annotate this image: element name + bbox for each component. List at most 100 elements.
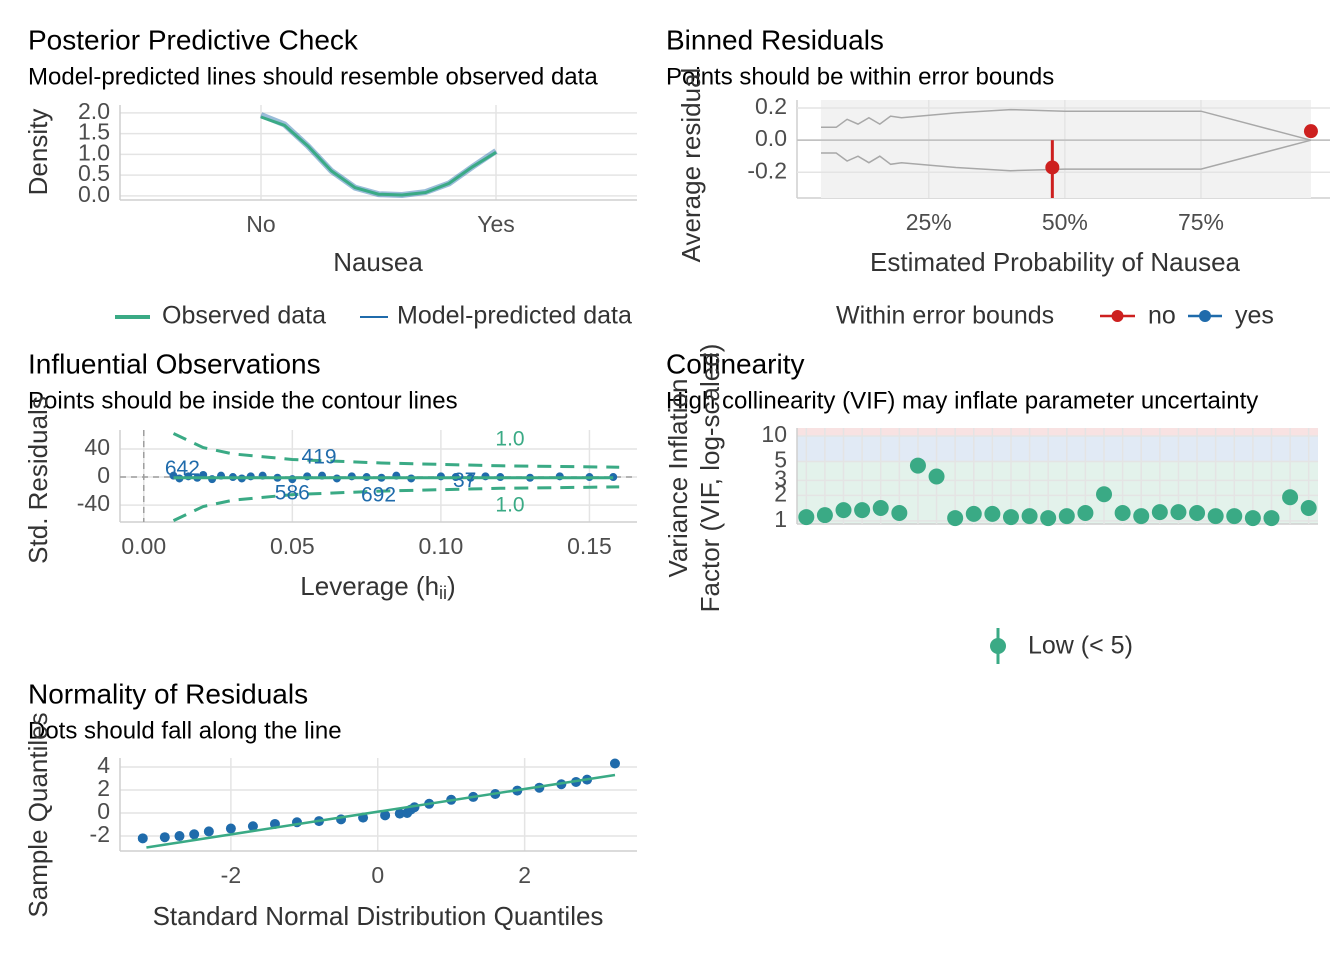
qq-point: [189, 829, 200, 840]
legend-label: Observed data: [162, 302, 326, 330]
legend-label: no: [1148, 302, 1176, 330]
x-tick-label: 0.15: [567, 533, 612, 559]
x-tick-label: -2: [221, 862, 241, 888]
y-tick-label: 0.0: [78, 181, 110, 207]
error-bound: [821, 139, 1312, 172]
y-tick-label: 5: [774, 447, 787, 473]
x-axis-label-part: ii: [439, 583, 447, 603]
vif-band: [797, 428, 1318, 436]
panel: 400-40 0.00 0.05 0.10 0.15 Influential Observ…: [23, 348, 637, 603]
y-tick-label: 10: [761, 421, 787, 447]
legend-swatch-dot: [1199, 310, 1211, 322]
legend-label: yes: [1235, 302, 1274, 330]
error-bound: [821, 108, 1312, 141]
vif-point: [984, 505, 1001, 522]
contour-label: 1.0: [495, 494, 524, 517]
bounds-band: [820, 100, 1311, 198]
y-tick-label: 40: [84, 434, 110, 460]
y-tick-label: 2: [97, 775, 110, 801]
legend-label: Model-predicted data: [397, 302, 632, 330]
y-tick-label: 1.0: [78, 139, 110, 165]
x-tick-label: 50%: [1042, 209, 1088, 235]
vif-point: [816, 507, 833, 524]
x-tick-label: 0.10: [419, 533, 464, 559]
y-axis-label: Variance Inflation: [663, 379, 693, 578]
vif-point: [909, 457, 926, 474]
residual-point: [1045, 160, 1060, 175]
cook-contour: [172, 432, 620, 469]
y-tick-label: 3: [774, 465, 787, 491]
legend-swatch-dot: [1111, 310, 1124, 322]
x-tick-label: 75%: [1178, 209, 1224, 235]
vif-point: [1282, 489, 1299, 506]
panel: 0.2 0.0 -0.2 25% 50% 75% Binned Residuals Point…: [666, 24, 1330, 330]
y-tick-label: 0: [97, 462, 110, 488]
panel-subtitle: Dots should fall along the line: [28, 717, 342, 744]
panel-title: Collinearity: [666, 348, 805, 379]
vif-point: [1189, 504, 1206, 521]
x-tick-label: 0.05: [270, 533, 315, 559]
y-tick-label: -2: [90, 821, 110, 847]
y-tick-label: 1: [774, 506, 787, 532]
legend-title: Within error bounds: [836, 302, 1054, 330]
x-axis-label-part: ): [447, 571, 456, 601]
y-tick-label: 4: [97, 752, 110, 778]
vif-band: [797, 435, 1318, 462]
y-axis-label: Factor (VIF, log-scaled): [695, 344, 725, 613]
vif-point: [1244, 510, 1261, 527]
point-label: 642: [165, 457, 200, 480]
cook-contour: [172, 485, 620, 522]
vif-point: [1170, 504, 1187, 521]
y-axis-label: Average residual: [676, 68, 706, 263]
y-tick-label: 1.5: [78, 119, 110, 145]
y-axis-label: Sample Quantiles: [23, 712, 53, 917]
panel: 0.00.51.01.52.0 No Yes Posterior Predictive…: [23, 24, 637, 330]
legend-label: Low (< 5): [1028, 632, 1133, 660]
vif-point: [1207, 508, 1224, 525]
panel-subtitle: Model-predicted lines should resemble ob…: [28, 63, 598, 90]
panel-subtitle: High collinearity (VIF) may inflate para…: [666, 387, 1258, 414]
vif-point: [1133, 508, 1150, 525]
vif-point: [1021, 508, 1038, 525]
vif-point: [1077, 504, 1094, 521]
point-label: 37: [453, 469, 476, 492]
x-tick-label: No: [246, 211, 275, 237]
legend-swatch-dot: [990, 638, 1006, 654]
vif-point: [965, 505, 982, 522]
y-tick-label: -0.2: [747, 157, 787, 183]
x-tick-label: Yes: [477, 211, 515, 237]
x-axis-label: Nausea: [333, 247, 423, 277]
qq-point: [394, 808, 405, 819]
point-label: 419: [302, 446, 337, 469]
point-label: 692: [361, 484, 396, 507]
qq-point: [159, 832, 170, 843]
y-tick-label: 0.0: [755, 125, 787, 151]
contour-label: 1.0: [495, 428, 524, 451]
vif-point: [1226, 508, 1243, 525]
y-tick-label: 2: [774, 480, 787, 506]
x-tick-label: 25%: [906, 209, 952, 235]
y-tick-label: 0.2: [755, 93, 787, 119]
vif-point: [1300, 499, 1317, 516]
vif-point: [1114, 504, 1131, 521]
y-axis-label: Density: [23, 109, 53, 196]
residual-point: [1303, 124, 1318, 139]
qq-point: [203, 826, 214, 837]
qq-point: [247, 821, 258, 832]
panel-title: Binned Residuals: [666, 24, 884, 55]
vif-point: [1040, 510, 1057, 527]
x-axis-label-part: Leverage (h: [300, 571, 439, 601]
x-tick-label: 0.00: [121, 533, 166, 559]
qq-point: [137, 833, 148, 844]
panel-subtitle: Points should be within error bounds: [666, 63, 1054, 90]
qq-line: [146, 773, 616, 849]
density-line: [260, 115, 497, 197]
vif-point: [1151, 504, 1168, 521]
y-tick-label: 2.0: [78, 98, 110, 124]
vif-point: [872, 499, 889, 516]
vif-point: [835, 502, 852, 519]
qq-point: [609, 758, 620, 769]
y-axis-label: Std. Residuals: [23, 396, 53, 564]
vif-point: [928, 468, 945, 485]
